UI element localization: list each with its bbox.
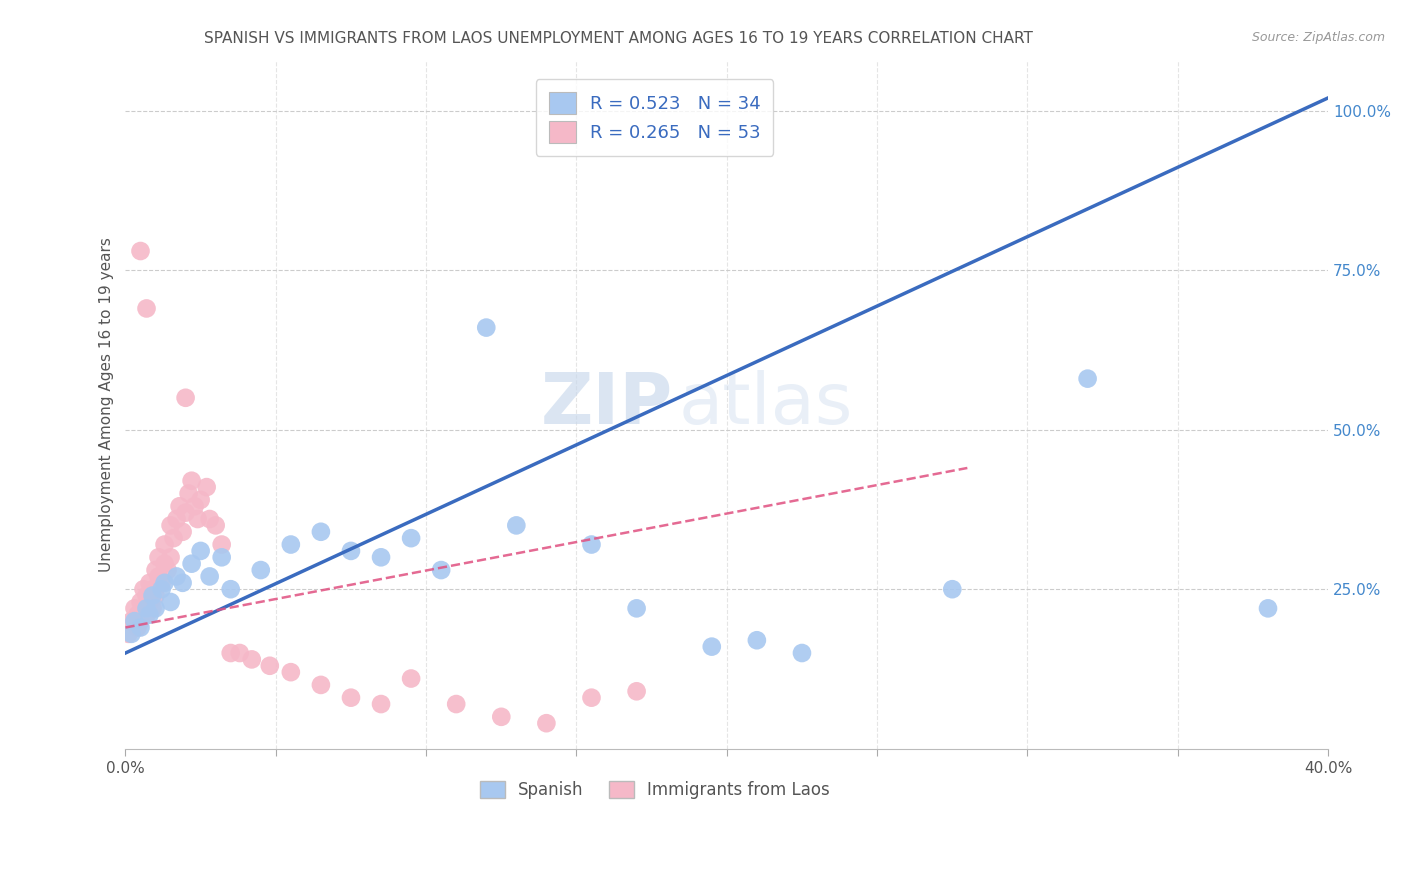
Point	[180, 474, 202, 488]
Point	[138, 607, 160, 622]
Point	[259, 658, 281, 673]
Point	[340, 544, 363, 558]
Point	[180, 557, 202, 571]
Point	[190, 544, 212, 558]
Legend: Spanish, Immigrants from Laos: Spanish, Immigrants from Laos	[472, 774, 837, 805]
Point	[195, 480, 218, 494]
Point	[162, 531, 184, 545]
Point	[127, 620, 149, 634]
Point	[156, 563, 179, 577]
Point	[174, 391, 197, 405]
Point	[127, 607, 149, 622]
Point	[475, 320, 498, 334]
Point	[280, 537, 302, 551]
Point	[309, 524, 332, 539]
Point	[190, 492, 212, 507]
Point	[145, 563, 167, 577]
Point	[211, 537, 233, 551]
Point	[491, 710, 513, 724]
Text: SPANISH VS IMMIGRANTS FROM LAOS UNEMPLOYMENT AMONG AGES 16 TO 19 YEARS CORRELATI: SPANISH VS IMMIGRANTS FROM LAOS UNEMPLOY…	[204, 31, 1033, 46]
Point	[148, 569, 170, 583]
Point	[219, 582, 242, 597]
Point	[153, 537, 176, 551]
Point	[444, 697, 467, 711]
Point	[148, 550, 170, 565]
Point	[150, 582, 173, 597]
Point	[159, 550, 181, 565]
Point	[581, 690, 603, 705]
Text: atlas: atlas	[679, 369, 853, 439]
Point	[135, 607, 157, 622]
Point	[150, 575, 173, 590]
Point	[138, 575, 160, 590]
Point	[135, 601, 157, 615]
Point	[135, 301, 157, 316]
Point	[198, 512, 221, 526]
Point	[370, 697, 392, 711]
Point	[124, 601, 146, 615]
Point	[129, 614, 152, 628]
Point	[129, 244, 152, 258]
Point	[505, 518, 527, 533]
Point	[166, 569, 188, 583]
Point	[141, 582, 163, 597]
Y-axis label: Unemployment Among Ages 16 to 19 years: Unemployment Among Ages 16 to 19 years	[100, 236, 114, 572]
Point	[370, 550, 392, 565]
Point	[187, 512, 209, 526]
Point	[183, 500, 205, 514]
Point	[399, 531, 422, 545]
Point	[309, 678, 332, 692]
Point	[340, 690, 363, 705]
Point	[159, 518, 181, 533]
Point	[132, 601, 155, 615]
Point	[132, 582, 155, 597]
Point	[941, 582, 963, 597]
Point	[280, 665, 302, 680]
Point	[177, 486, 200, 500]
Point	[129, 595, 152, 609]
Point	[172, 524, 194, 539]
Point	[626, 601, 648, 615]
Point	[172, 575, 194, 590]
Point	[211, 550, 233, 565]
Point	[141, 601, 163, 615]
Point	[121, 614, 143, 628]
Point	[135, 589, 157, 603]
Point	[1257, 601, 1279, 615]
Point	[430, 563, 453, 577]
Point	[626, 684, 648, 698]
Text: ZIP: ZIP	[540, 369, 672, 439]
Point	[153, 557, 176, 571]
Point	[141, 589, 163, 603]
Text: Source: ZipAtlas.com: Source: ZipAtlas.com	[1251, 31, 1385, 45]
Point	[581, 537, 603, 551]
Point	[138, 595, 160, 609]
Point	[121, 627, 143, 641]
Point	[790, 646, 813, 660]
Point	[745, 633, 768, 648]
Point	[198, 569, 221, 583]
Point	[166, 512, 188, 526]
Point	[153, 575, 176, 590]
Point	[145, 601, 167, 615]
Point	[145, 589, 167, 603]
Point	[117, 627, 139, 641]
Point	[399, 672, 422, 686]
Point	[1077, 371, 1099, 385]
Point	[129, 620, 152, 634]
Point	[124, 614, 146, 628]
Point	[536, 716, 558, 731]
Point	[159, 595, 181, 609]
Point	[700, 640, 723, 654]
Point	[229, 646, 252, 660]
Point	[219, 646, 242, 660]
Point	[174, 506, 197, 520]
Point	[204, 518, 226, 533]
Point	[249, 563, 271, 577]
Point	[240, 652, 263, 666]
Point	[169, 500, 191, 514]
